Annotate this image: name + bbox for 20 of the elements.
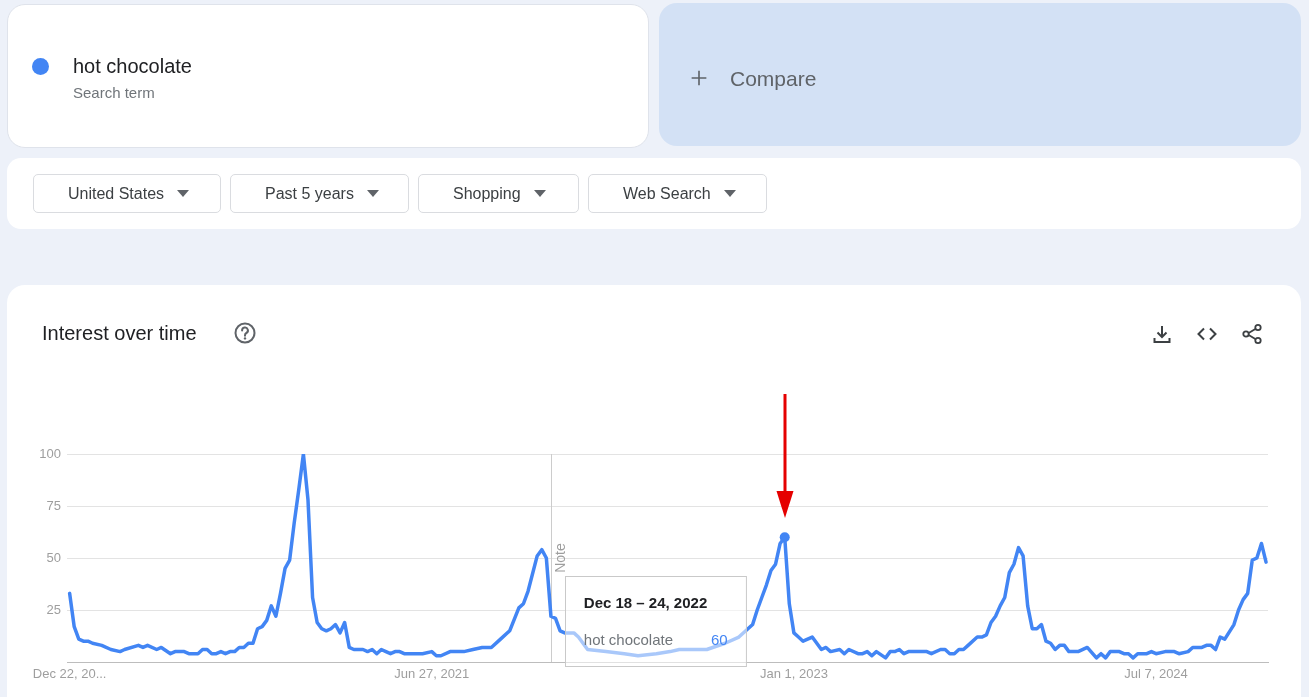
annotation: hot chocolate bbox=[583, 630, 674, 650]
legend-label: hot chocolate bbox=[73, 54, 192, 78]
x-tick-label: Jan 1, 2023 bbox=[759, 666, 828, 682]
y-tick-label: 75 bbox=[46, 497, 61, 513]
dropdown: Past 5 years bbox=[230, 174, 409, 213]
dropdown: Web Search bbox=[588, 174, 767, 213]
text: Search term bbox=[73, 83, 155, 103]
text: Compare bbox=[730, 66, 817, 92]
x-tick-label: Dec 22, 20... bbox=[32, 666, 107, 682]
y-tick-label: 100 bbox=[39, 445, 61, 461]
y-tick-label: 50 bbox=[46, 549, 61, 565]
annotation: Dec 18 – 24, 2022 bbox=[583, 593, 709, 613]
y-tick-label: 25 bbox=[46, 601, 61, 617]
annotation: 60 bbox=[711, 630, 728, 650]
ref-line-label: Note bbox=[551, 543, 568, 573]
dropdown: Shopping bbox=[418, 174, 579, 213]
chart-title: Interest over time bbox=[42, 321, 197, 346]
dropdown: United States bbox=[33, 174, 221, 213]
x-tick-label: Jul 7, 2024 bbox=[1124, 666, 1188, 682]
x-tick-label: Jun 27, 2021 bbox=[394, 666, 470, 682]
